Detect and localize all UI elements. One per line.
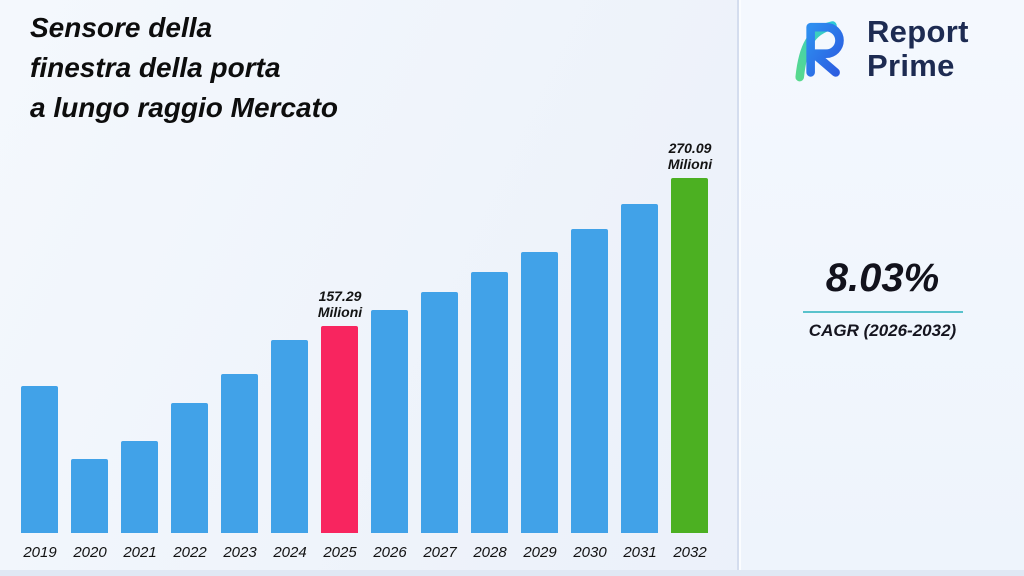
chart-title: Sensore della finestra della porta a lun…	[30, 8, 490, 128]
bar-2022	[171, 403, 208, 533]
cagr-block: 8.03% CAGR (2026-2032)	[741, 256, 1024, 341]
x-tick-2020: 2020	[73, 544, 107, 561]
cagr-value: 8.03%	[825, 256, 940, 300]
bar-2020	[71, 459, 108, 533]
bar-2032	[671, 178, 708, 533]
chart-title-line3: a lungo raggio Mercato	[30, 92, 339, 123]
bar-2024	[271, 340, 308, 533]
x-tick-2019: 2019	[23, 544, 57, 561]
stats-panel: Report Prime 8.03% CAGR (2026-2032)	[741, 0, 1024, 576]
annotation-2032: 270.09 Milioni	[667, 140, 713, 172]
bar-2019	[21, 386, 58, 533]
x-tick-2024: 2024	[273, 544, 307, 561]
x-tick-2027: 2027	[423, 544, 457, 561]
x-tick-2028: 2028	[473, 544, 507, 561]
logo-word-prime: Prime	[867, 48, 955, 83]
bar-2028	[471, 272, 508, 533]
bar-2026	[371, 310, 408, 533]
x-tick-2025: 2025	[323, 544, 357, 561]
logo-word-report: Report	[867, 14, 969, 49]
x-tick-2031: 2031	[623, 544, 657, 561]
x-tick-2029: 2029	[523, 544, 557, 561]
bar-2023	[221, 374, 258, 533]
cagr-underline	[802, 311, 963, 313]
report-prime-logo: Report Prime	[781, 10, 969, 88]
cagr-label: CAGR (2026-2032)	[808, 321, 957, 340]
report-prime-wordmark: Report Prime	[867, 15, 969, 83]
bar-2031	[621, 204, 658, 533]
chart-title-line1: Sensore della	[30, 12, 213, 43]
x-tick-2022: 2022	[173, 544, 207, 561]
chart-title-line2: finestra della porta	[30, 52, 281, 83]
bar-2021	[121, 441, 158, 533]
bar-2027	[421, 292, 458, 533]
bar-2025	[321, 326, 358, 533]
x-tick-2030: 2030	[573, 544, 607, 561]
annotation-2025: 157.29 Milioni	[317, 288, 363, 320]
x-tick-2023: 2023	[223, 544, 257, 561]
vertical-divider	[737, 0, 739, 576]
x-tick-2021: 2021	[123, 544, 157, 561]
bottom-strip	[0, 570, 1024, 576]
bar-2029	[521, 252, 558, 533]
x-tick-2026: 2026	[373, 544, 407, 561]
x-tick-2032: 2032	[673, 544, 707, 561]
bar-chart: 2019 2020 2021 2022 2023 2024 2025 2026 2027 2028…	[21, 140, 713, 561]
report-prime-logo-icon	[795, 21, 844, 82]
vertical-divider-highlight	[739, 0, 741, 576]
bar-2030	[571, 229, 608, 533]
